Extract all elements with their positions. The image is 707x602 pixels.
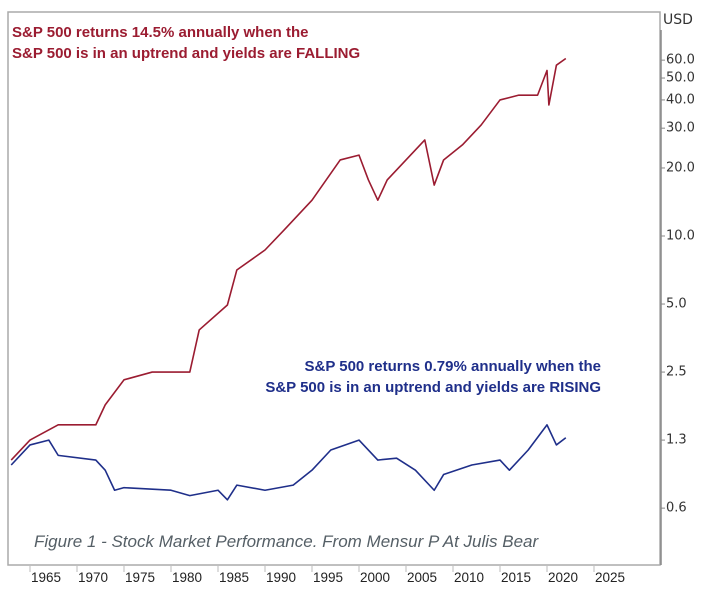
annotation-falling: S&P 500 returns 14.5% annually when the … [12, 22, 360, 64]
y-tick-label: 10.0 [666, 228, 695, 244]
y-tick-label: 0.6 [666, 500, 687, 516]
y-axis-unit: USD [663, 12, 693, 28]
x-tick-label: 1995 [313, 570, 344, 585]
annotation-line: S&P 500 is in an uptrend and yields are … [265, 379, 601, 396]
x-tick-label: 1975 [125, 570, 156, 585]
x-tick-label: 1970 [78, 570, 109, 585]
y-tick-label: 1.3 [666, 432, 687, 448]
y-tick-label: 50.0 [666, 70, 695, 86]
y-tick-label: 5.0 [666, 296, 687, 312]
x-tick-label: 1965 [31, 570, 62, 585]
x-tick-label: 2025 [595, 570, 626, 585]
figure-caption: Figure 1 - Stock Market Performance. Fro… [34, 532, 539, 551]
series-line-falling-yields [10, 57, 567, 461]
y-tick-label: 30.0 [666, 120, 695, 136]
x-tick-label: 2005 [407, 570, 438, 585]
x-tick-label: 2020 [548, 570, 579, 585]
x-tick-label: 1990 [266, 570, 297, 585]
series-line-rising-yields [10, 424, 567, 501]
plot-frame [7, 11, 661, 566]
y-tick-label: 60.0 [666, 52, 695, 68]
annotation-line: S&P 500 returns 14.5% annually when the [12, 24, 309, 41]
x-tick-label: 2000 [360, 570, 391, 585]
annotation-line: S&P 500 is in an uptrend and yields are … [12, 45, 361, 62]
x-tick-label: 1980 [172, 570, 203, 585]
x-tick-label: 1985 [219, 570, 250, 585]
y-tick-label: 2.5 [666, 364, 687, 380]
annotation-rising: S&P 500 returns 0.79% annually when the … [265, 356, 601, 398]
annotation-line: S&P 500 returns 0.79% annually when the [304, 358, 602, 375]
y-tick-label: 40.0 [666, 92, 695, 108]
y-tick-label: 20.0 [666, 160, 695, 176]
x-tick-label: 2010 [454, 570, 485, 585]
x-tick-label: 2015 [501, 570, 532, 585]
